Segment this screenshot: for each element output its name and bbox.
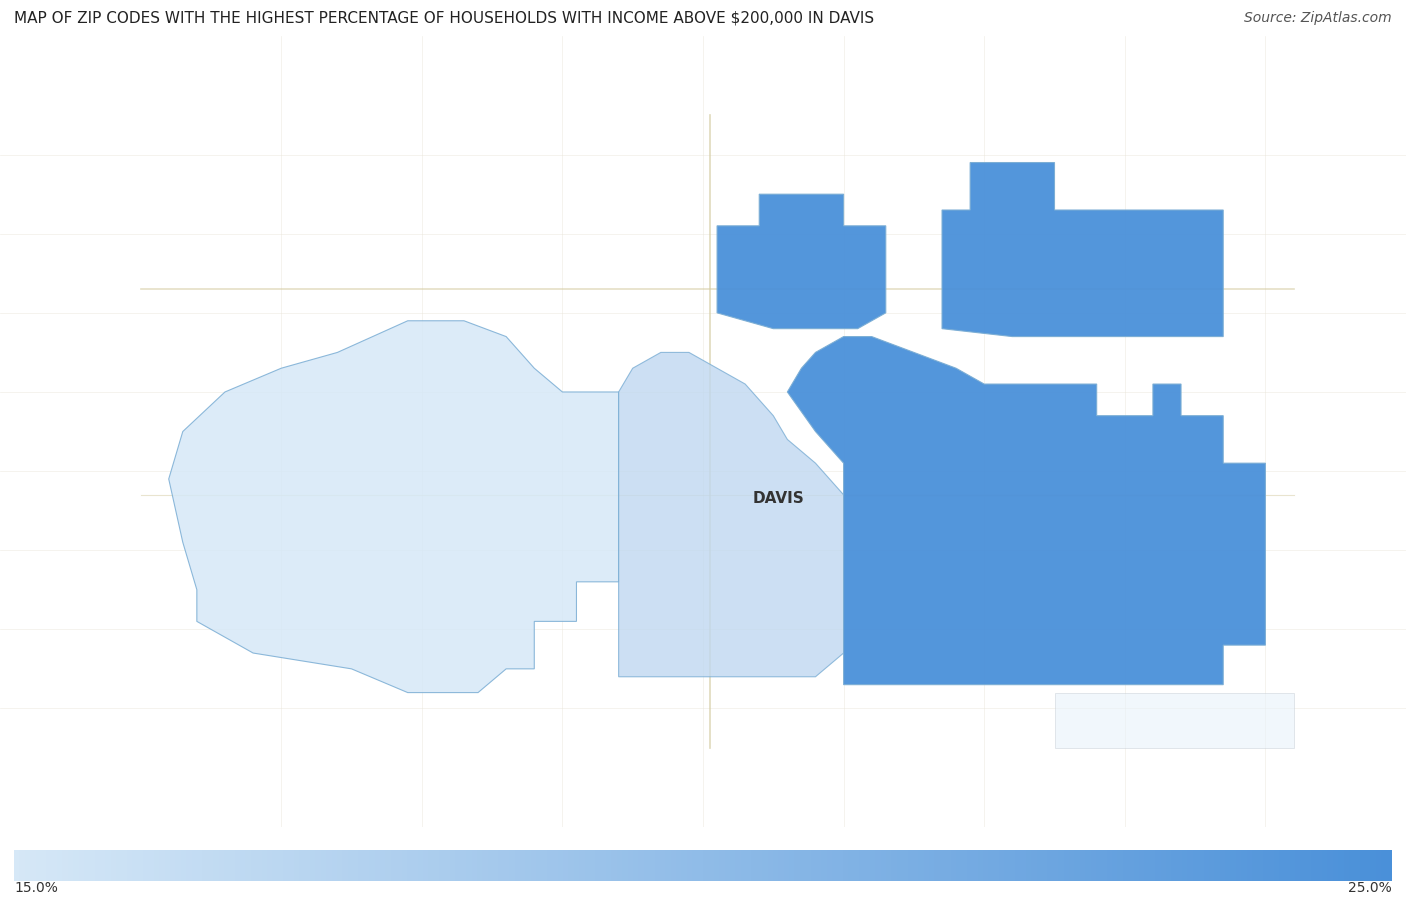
Polygon shape bbox=[1054, 692, 1294, 748]
Polygon shape bbox=[942, 163, 1223, 336]
Polygon shape bbox=[787, 336, 1265, 685]
Text: 15.0%: 15.0% bbox=[14, 881, 58, 895]
Text: 25.0%: 25.0% bbox=[1348, 881, 1392, 895]
Polygon shape bbox=[619, 352, 844, 677]
Text: DAVIS: DAVIS bbox=[752, 491, 804, 506]
Polygon shape bbox=[717, 194, 886, 329]
Text: MAP OF ZIP CODES WITH THE HIGHEST PERCENTAGE OF HOUSEHOLDS WITH INCOME ABOVE $20: MAP OF ZIP CODES WITH THE HIGHEST PERCEN… bbox=[14, 11, 875, 25]
Text: Source: ZipAtlas.com: Source: ZipAtlas.com bbox=[1244, 11, 1392, 25]
Polygon shape bbox=[169, 321, 619, 692]
